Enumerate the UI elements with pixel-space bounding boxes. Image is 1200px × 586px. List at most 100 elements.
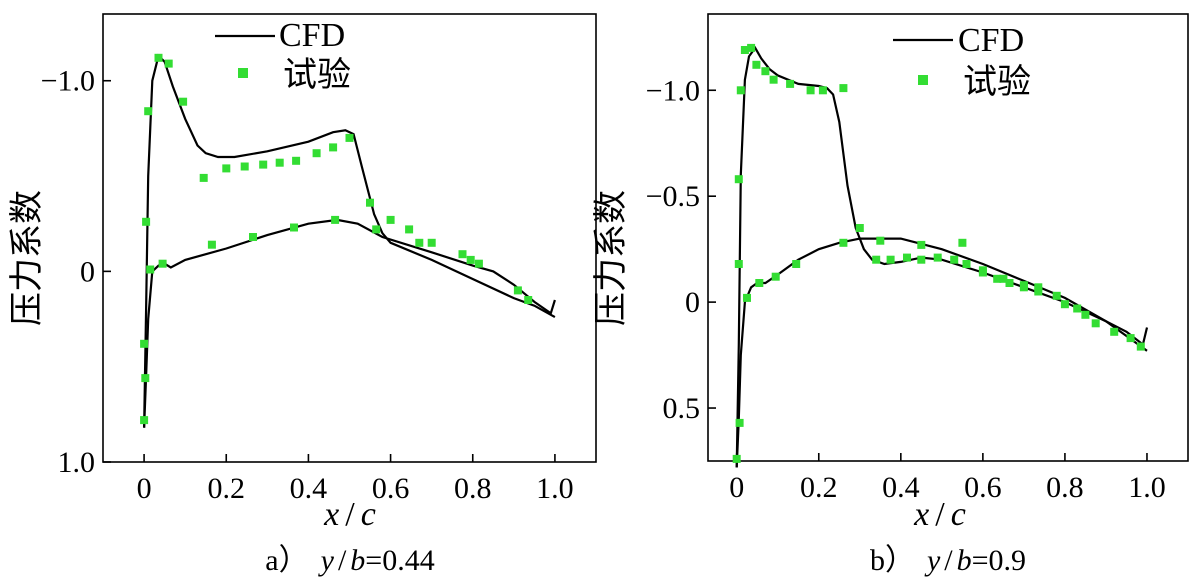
test-data-point-upper [950,255,959,264]
test-data-point-lower [792,260,801,268]
test-data-point-lower [158,259,167,268]
y-tick-label: 0.5 [663,392,701,425]
test-data-point-lower [978,266,987,275]
xlabel-b: x / c [913,496,966,533]
test-data-point-upper [164,59,173,68]
test-data-point-upper [345,133,354,142]
test-data-point-lower [839,238,848,247]
plot-frame-b [707,13,1189,462]
test-data-point-lower [1034,283,1043,292]
test-data-point-lower [331,215,340,224]
test-data-point-lower [386,215,395,224]
test-data-point-upper [769,75,778,84]
test-data-point-lower [140,339,149,348]
y-tick-label: −1.0 [646,74,700,107]
x-tick-label: 0.4 [882,471,920,504]
test-data-point-lower [405,225,414,234]
test-data-point-upper [199,173,208,182]
test-data-point-upper [222,164,231,173]
x-tick-label: 1.0 [1128,471,1166,504]
test-data-point-upper [917,255,926,264]
x-tick-label: 0 [729,471,744,504]
test-data-point-upper [839,84,848,93]
test-data-point-lower [917,240,926,249]
xlabel-a: x / c [323,496,376,533]
test-data-point-lower [290,223,298,232]
test-data-point-upper [903,253,911,262]
test-data-point-upper [144,107,153,116]
test-data-point-lower [734,260,743,268]
x-tick-label: 0.4 [290,472,328,505]
x-tick-label: 0.6 [372,472,410,505]
test-data-point-lower [249,233,257,241]
test-data-point-lower [755,279,764,287]
test-data-point-lower [458,250,467,259]
test-data-point-upper [740,46,749,54]
test-data-point-lower [1126,334,1135,343]
test-data-point-lower [207,240,216,249]
test-data-point-lower [466,255,475,264]
legend-test-marker-b [918,75,928,85]
test-data-point-upper [761,67,770,76]
test-data-point-upper [275,158,284,167]
test-data-point-lower [1136,342,1145,351]
test-data-point-lower [415,238,424,247]
y-tick-label: 0 [80,255,95,288]
test-data-point-upper [806,86,815,95]
test-data-point-upper [818,86,827,95]
legend-a: CFD 试验 [215,17,351,94]
x-tick-label: 0.8 [1046,471,1084,504]
legend-test-marker-a [238,68,248,78]
x-tick-label: 0.2 [800,471,838,504]
test-data-point-lower [771,272,780,281]
test-data-point-upper [736,86,745,95]
test-data-point-upper [292,156,301,165]
test-data-point-lower [427,238,436,247]
test-data-point-upper [366,198,374,207]
test-data-point-upper [1005,279,1014,287]
test-data-point-lower [141,374,150,383]
panel-b: 0 0.2 0.4 0.6 0.8 1.0 −1.0 −0.5 0 0.5 CFD 试验 压力系… [591,13,1189,577]
test-data-point-lower [1060,300,1069,309]
test-data-point-lower [1081,310,1090,319]
cfd-lower-curve-a [143,218,556,428]
test-data-point-upper [734,175,743,184]
x-tick-label: 0.6 [964,471,1002,504]
test-data-point-upper [142,217,151,226]
y-tick-label: 1.0 [58,446,96,479]
test-data-point-upper [329,143,338,152]
test-data-point-upper [933,253,942,262]
test-data-point-lower [876,236,885,245]
test-data-point-lower [513,286,522,295]
test-data-point-lower [474,259,483,268]
test-data-point-upper [1034,287,1043,296]
legend-test-label-a: 试验 [283,56,351,94]
legend-cfd-label-b: CFD [958,22,1024,59]
caption-a: a） y / b=0.44 [265,544,434,577]
test-data-point-upper [886,255,895,264]
test-data-point-lower [999,274,1008,283]
legend-b: CFD 试验 [893,22,1031,101]
y-tick-label: 0 [685,286,700,319]
test-data-point-lower [732,454,741,463]
test-data-point-lower [743,293,751,302]
ylabel-a: 压力系数 [7,190,47,326]
test-data-point-lower [1110,327,1119,336]
legend-test-label-b: 试验 [963,63,1031,101]
cfd-upper-curve-a [143,53,556,428]
test-data-point-lower [1073,304,1082,313]
cfd-upper-curve-b [735,45,1149,468]
test-data-point-lower [735,418,744,427]
cfd-lower-curve-b [735,237,1148,468]
plot-frame-a [102,13,597,463]
test-data-point-upper [747,43,756,52]
test-data-point-lower [1091,319,1100,328]
legend-cfd-label-a: CFD [279,17,345,54]
test-data-point-upper [962,260,971,268]
test-data-point-upper [872,255,881,264]
test-data-point-upper [786,79,795,88]
test-data-point-lower [524,296,533,304]
test-data-point-upper [855,224,864,232]
test-data-point-upper [993,274,1002,283]
